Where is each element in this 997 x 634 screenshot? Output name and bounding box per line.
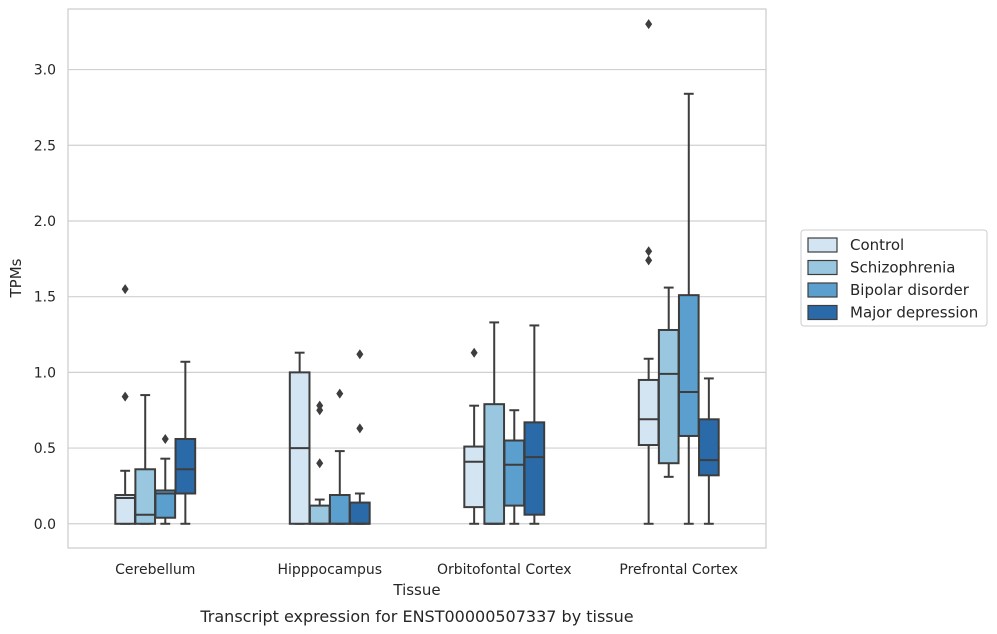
y-axis-title: TPMs bbox=[7, 258, 25, 298]
outlier-point bbox=[470, 347, 478, 358]
y-tick-label: 1.0 bbox=[34, 365, 56, 381]
x-tick-label: Prefrontal Cortex bbox=[619, 562, 738, 578]
x-tick-label: Orbitofontal Cortex bbox=[437, 562, 572, 578]
outlier-point bbox=[121, 391, 129, 402]
box-body bbox=[154, 489, 177, 519]
y-tick-label: 3.0 bbox=[34, 63, 56, 79]
legend-label: Control bbox=[850, 236, 904, 254]
outlier-point bbox=[645, 19, 653, 30]
outlier-point bbox=[645, 255, 653, 266]
box-bipolar-disorder bbox=[154, 433, 177, 525]
y-tick-label: 0.0 bbox=[34, 517, 56, 533]
box-control bbox=[114, 284, 136, 525]
outlier-point bbox=[645, 246, 653, 257]
box-schizophrenia bbox=[308, 400, 331, 525]
outlier-point bbox=[356, 423, 364, 434]
x-tick-label: Cerebellum bbox=[115, 562, 195, 578]
outlier-point bbox=[161, 433, 169, 444]
box-major-depression bbox=[523, 324, 546, 525]
x-tick-labels: Cerebellum Hipppocampus Orbitofontal Corte… bbox=[115, 562, 738, 578]
legend-label: Bipolar disorder bbox=[850, 281, 970, 299]
box-bipolar-disorder bbox=[677, 92, 700, 525]
x-axis-title: Tissue bbox=[392, 581, 440, 599]
outlier-point bbox=[336, 388, 344, 399]
legend-swatch bbox=[807, 304, 838, 321]
box-body bbox=[308, 504, 331, 525]
legend-swatch bbox=[807, 282, 838, 298]
legend-frame bbox=[800, 229, 988, 327]
plot-frame bbox=[67, 8, 767, 549]
outlier-point bbox=[121, 284, 129, 295]
outlier-point bbox=[356, 349, 364, 360]
box-body bbox=[503, 439, 526, 507]
box-major-depression bbox=[349, 349, 371, 525]
box-body bbox=[483, 403, 506, 525]
box-body bbox=[328, 494, 351, 525]
y-tick-label: 0.5 bbox=[34, 441, 56, 457]
y-tick-label: 2.5 bbox=[34, 138, 56, 154]
outlier-point bbox=[316, 458, 324, 469]
legend: Control Schizophrenia Bipolar disorder Majo… bbox=[800, 229, 988, 327]
box-body bbox=[463, 445, 485, 509]
legend-swatch bbox=[807, 259, 838, 276]
box-bipolar-disorder bbox=[503, 409, 526, 525]
box-body bbox=[174, 437, 197, 495]
y-tick-label: 1.5 bbox=[34, 290, 56, 306]
boxes bbox=[114, 19, 720, 525]
box-body bbox=[349, 501, 371, 525]
box-control bbox=[637, 19, 660, 525]
box-body bbox=[657, 328, 680, 465]
box-major-depression bbox=[698, 377, 720, 525]
x-tick-label: Hipppocampus bbox=[277, 562, 382, 578]
y-tick-label: 2.0 bbox=[34, 214, 56, 230]
box-major-depression bbox=[174, 360, 197, 525]
box-body bbox=[523, 421, 546, 516]
legend-label: Schizophrenia bbox=[850, 259, 955, 277]
box-schizophrenia bbox=[657, 286, 680, 478]
box-schizophrenia bbox=[483, 321, 506, 525]
box-body bbox=[637, 378, 660, 447]
box-control bbox=[288, 351, 311, 525]
box-schizophrenia bbox=[134, 394, 157, 525]
legend-label: Major depression bbox=[850, 304, 978, 322]
box-body bbox=[677, 294, 700, 437]
figure-caption: Transcript expression for ENST0000050733… bbox=[199, 607, 633, 626]
outlier-point bbox=[316, 400, 324, 411]
y-tick-labels: 0.0 0.5 1.0 1.5 2.0 2.5 3.0 bbox=[34, 63, 56, 533]
box-body bbox=[698, 418, 720, 477]
box-body bbox=[114, 494, 136, 525]
legend-swatch bbox=[807, 237, 838, 253]
